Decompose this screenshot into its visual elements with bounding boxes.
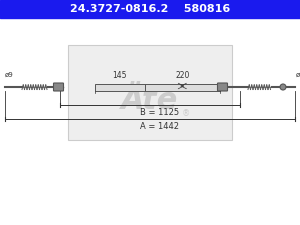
Text: 220: 220 (175, 70, 190, 79)
Bar (0, 0, 300, 18)
Text: 145: 145 (112, 70, 127, 79)
Circle shape (280, 84, 286, 90)
FancyBboxPatch shape (218, 83, 227, 91)
Text: ø9: ø9 (5, 72, 14, 78)
FancyBboxPatch shape (53, 83, 64, 91)
Text: A = 1442: A = 1442 (140, 122, 179, 131)
Text: Äte: Äte (122, 86, 178, 115)
Text: ø9: ø9 (296, 72, 300, 78)
Text: ®: ® (182, 109, 190, 118)
Text: B = 1125: B = 1125 (140, 108, 180, 117)
Bar (68, 45, 232, 140)
Bar (95, 83, 220, 90)
Text: 24.3727-0816.2    580816: 24.3727-0816.2 580816 (70, 4, 230, 14)
